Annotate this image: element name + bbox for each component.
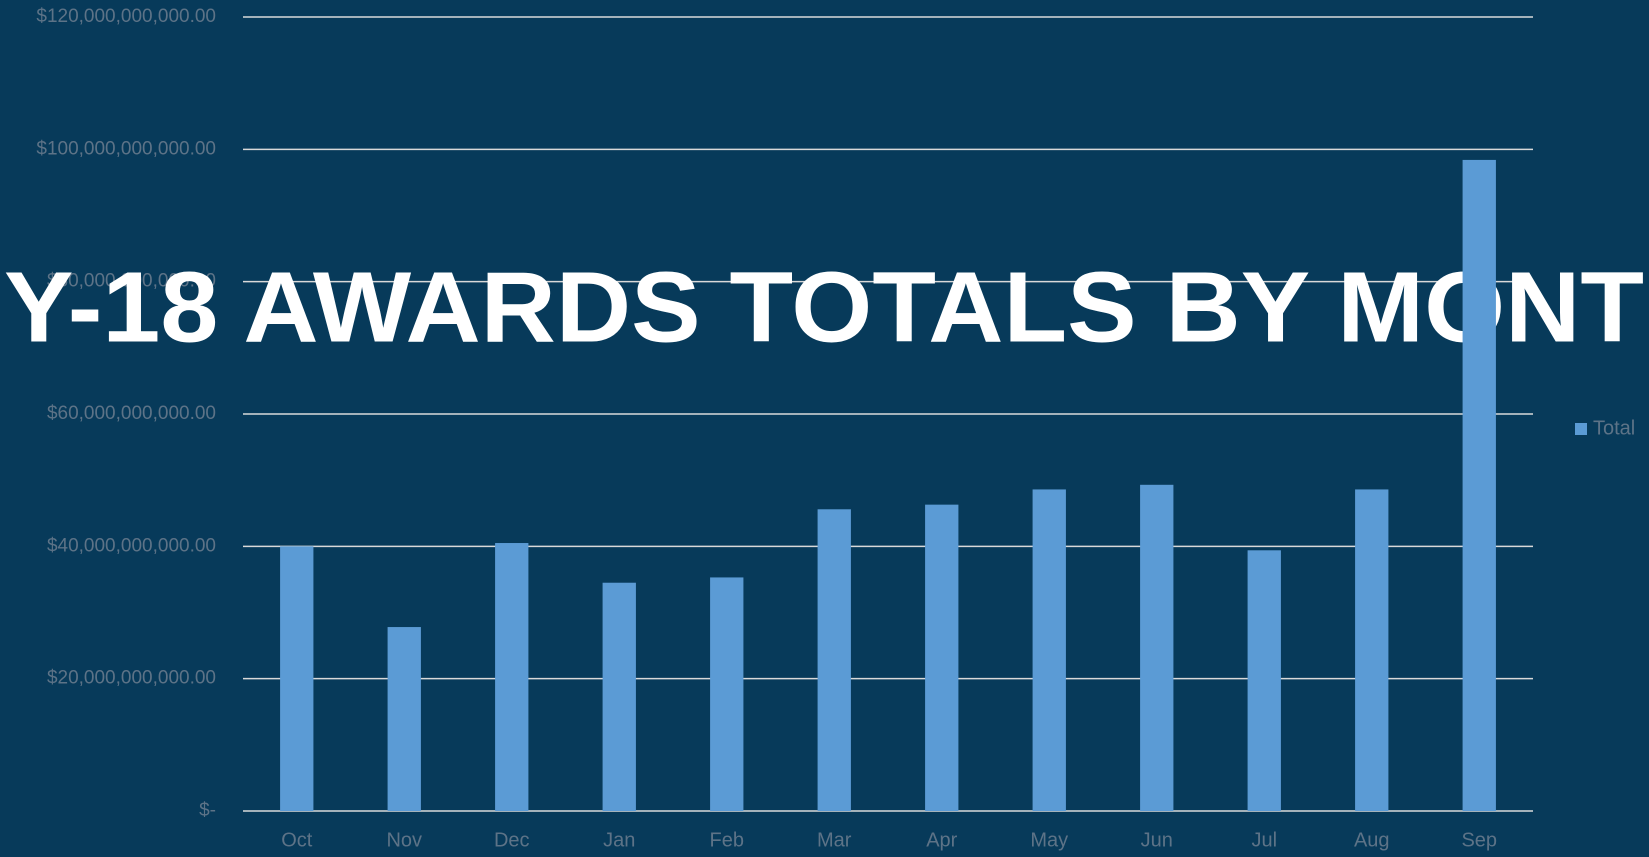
bar [1355, 489, 1389, 811]
y-tick-label: $80,000,000,000.00 [47, 271, 216, 292]
bar [710, 577, 744, 811]
y-tick-label: $120,000,000,000.00 [36, 6, 216, 27]
grid: $- $20,000,000,000.00 $40,000,000,000.00 $6… [36, 6, 1533, 851]
x-tick-label: Aug [1354, 829, 1390, 851]
x-tick-label: Mar [817, 829, 852, 851]
x-tick-label: Oct [281, 829, 313, 851]
x-tick-label: Apr [926, 829, 957, 851]
x-tick-label: Sep [1461, 829, 1497, 851]
legend-swatch [1575, 423, 1587, 435]
x-tick-label: Jul [1251, 829, 1277, 851]
x-tick-label: May [1030, 829, 1068, 851]
x-tick-label: Dec [494, 829, 530, 851]
x-tick-label: Jun [1141, 829, 1173, 851]
bar [1140, 484, 1174, 811]
bar [1462, 159, 1496, 812]
x-tick-label: Feb [710, 829, 744, 851]
x-tick-label: Nov [386, 829, 422, 851]
y-tick-label: $- [199, 800, 216, 821]
y-tick-label: $20,000,000,000.00 [47, 668, 216, 689]
bar [1247, 550, 1281, 811]
bars [280, 159, 1496, 812]
bar [817, 509, 851, 811]
x-tick-label: Jan [603, 829, 635, 851]
bar [1032, 489, 1066, 811]
chart-title: Y-18 AWARDS TOTALS BY MONT [4, 251, 1644, 363]
bar [925, 504, 959, 811]
bar [495, 543, 529, 811]
bar [602, 582, 636, 811]
y-tick-label: $60,000,000,000.00 [47, 403, 216, 424]
bar [280, 546, 314, 811]
bar [387, 627, 421, 811]
y-tick-label: $100,000,000,000.00 [36, 138, 216, 159]
y-tick-label: $40,000,000,000.00 [47, 535, 216, 556]
legend-label: Total [1593, 417, 1635, 439]
